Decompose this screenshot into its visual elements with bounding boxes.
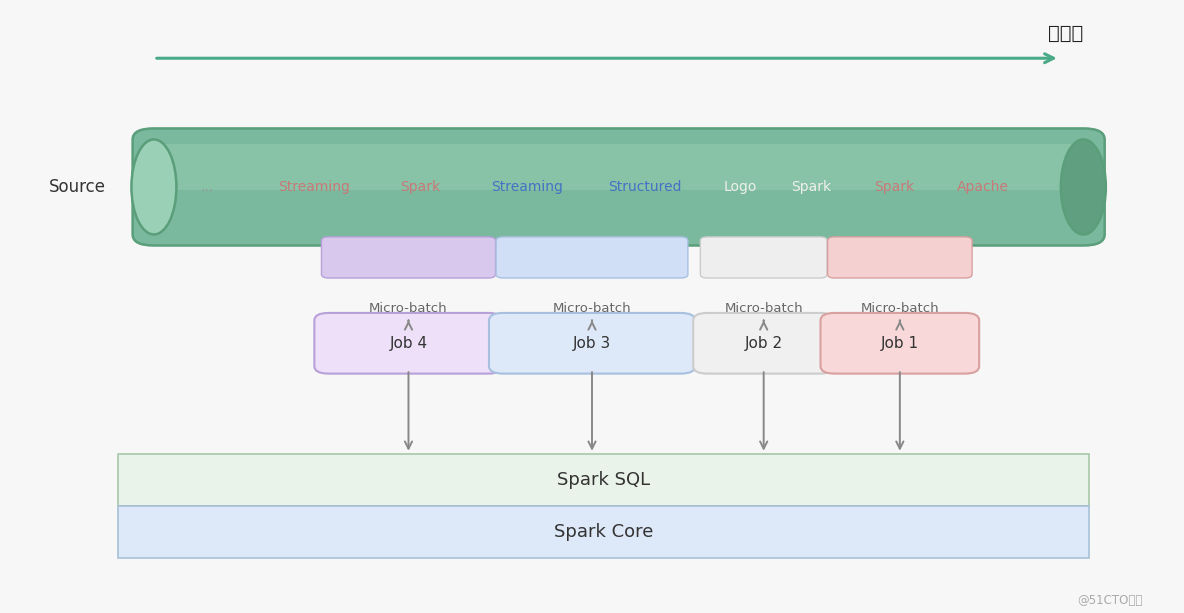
Text: Structured: Structured bbox=[609, 180, 682, 194]
FancyBboxPatch shape bbox=[821, 313, 979, 374]
Text: Spark: Spark bbox=[874, 180, 914, 194]
FancyBboxPatch shape bbox=[694, 313, 835, 374]
Text: Job 1: Job 1 bbox=[881, 336, 919, 351]
Text: Job 4: Job 4 bbox=[390, 336, 427, 351]
Text: Source: Source bbox=[49, 178, 105, 196]
Text: @51CTO博客: @51CTO博客 bbox=[1077, 594, 1143, 607]
Text: Apache: Apache bbox=[957, 180, 1009, 194]
FancyBboxPatch shape bbox=[118, 506, 1089, 558]
Text: Spark: Spark bbox=[400, 180, 440, 194]
Text: Spark SQL: Spark SQL bbox=[558, 471, 650, 489]
Text: Micro-batch: Micro-batch bbox=[725, 302, 803, 314]
Text: Spark Core: Spark Core bbox=[554, 523, 654, 541]
Text: Micro-batch: Micro-batch bbox=[369, 302, 448, 314]
Text: Job 2: Job 2 bbox=[745, 336, 783, 351]
FancyBboxPatch shape bbox=[160, 144, 1077, 190]
Text: Job 3: Job 3 bbox=[573, 336, 611, 351]
Ellipse shape bbox=[131, 140, 176, 235]
FancyBboxPatch shape bbox=[496, 237, 688, 278]
Text: 时间线: 时间线 bbox=[1048, 25, 1083, 43]
FancyBboxPatch shape bbox=[321, 237, 495, 278]
FancyBboxPatch shape bbox=[701, 237, 826, 278]
Text: Spark: Spark bbox=[791, 180, 831, 194]
Text: Micro-batch: Micro-batch bbox=[861, 302, 939, 314]
FancyBboxPatch shape bbox=[828, 237, 972, 278]
FancyBboxPatch shape bbox=[315, 313, 503, 374]
Text: Micro-batch: Micro-batch bbox=[553, 302, 631, 314]
FancyBboxPatch shape bbox=[133, 128, 1105, 246]
Text: Streaming: Streaming bbox=[278, 180, 349, 194]
Ellipse shape bbox=[1061, 140, 1106, 235]
FancyBboxPatch shape bbox=[489, 313, 695, 374]
Text: Streaming: Streaming bbox=[491, 180, 562, 194]
Text: Logo: Logo bbox=[723, 180, 757, 194]
Text: ...: ... bbox=[200, 180, 214, 194]
FancyBboxPatch shape bbox=[118, 454, 1089, 506]
